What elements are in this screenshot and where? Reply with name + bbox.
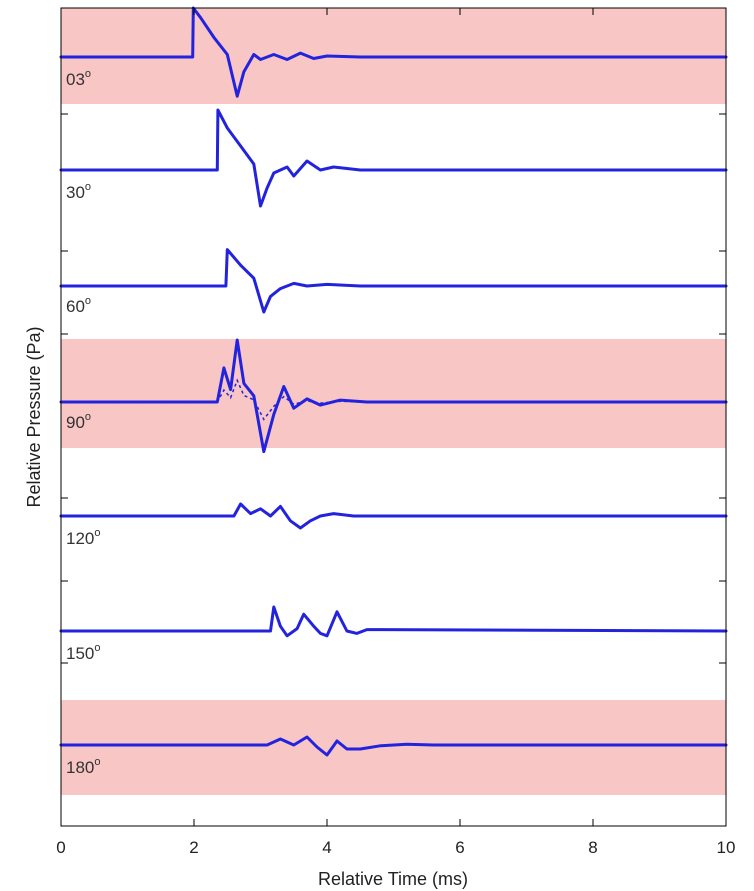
angle-labels: 03o 30o 60o 90o 120o 150o 180o — [66, 68, 101, 777]
highlight-band-180 — [61, 700, 726, 795]
x-tick-label: 6 — [455, 838, 464, 857]
y-axis-ticks — [61, 113, 726, 664]
x-tick-label: 10 — [717, 838, 736, 857]
series-line-60 — [59, 248, 728, 314]
angle-label-180: 180o — [66, 756, 101, 777]
series-line-90 — [59, 338, 728, 454]
series-line-90-dashed — [61, 378, 726, 421]
x-tick-label: 4 — [322, 838, 331, 857]
series-line-120 — [59, 502, 728, 530]
x-axis-title: Relative Time (ms) — [318, 869, 468, 889]
y-axis-title: Relative Pressure (Pa) — [24, 326, 44, 507]
angle-label-90: 90o — [66, 411, 91, 432]
series-line-150 — [59, 605, 728, 638]
series-line-180 — [59, 735, 728, 757]
x-tick-label: 0 — [56, 838, 65, 857]
angle-label-03: 03o — [66, 68, 91, 89]
plot-frame — [60, 7, 727, 827]
angle-label-60: 60o — [66, 295, 91, 316]
series-lines — [59, 6, 728, 757]
x-tick-label: 2 — [189, 838, 198, 857]
x-axis-ticks: 0 2 4 6 8 10 — [56, 8, 735, 857]
angle-label-150: 150o — [66, 642, 101, 663]
x-tick-label: 8 — [588, 838, 597, 857]
angle-label-30: 30o — [66, 181, 91, 202]
series-line-30 — [59, 108, 728, 208]
highlight-bands — [61, 8, 726, 795]
series-line-03 — [59, 6, 728, 98]
highlight-band-90 — [61, 339, 726, 448]
angle-label-120: 120o — [66, 527, 101, 548]
